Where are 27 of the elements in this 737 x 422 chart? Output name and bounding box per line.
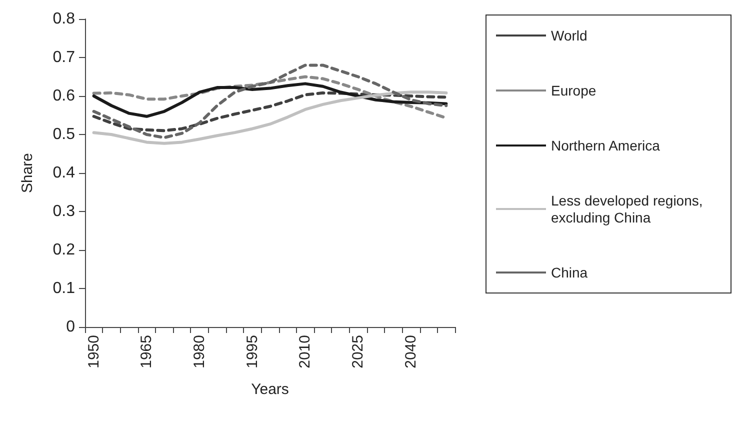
line-series — [92, 64, 448, 140]
y-tick-label: 0.4 — [52, 164, 76, 182]
line-series — [92, 82, 448, 118]
legend-label: World — [551, 28, 588, 44]
y-tick-label: 0.1 — [52, 280, 76, 297]
y-tick-label: 0 — [66, 318, 76, 336]
x-tick-label: 1995 — [244, 335, 261, 368]
x-tick-label: 1950 — [85, 335, 102, 368]
legend-label: China — [551, 264, 588, 280]
x-tick-label: 1965 — [138, 335, 156, 368]
y-tick-label: 0.8 — [52, 10, 76, 28]
legend-label: Northern America — [551, 138, 660, 154]
line-series — [92, 91, 448, 132]
line-series — [92, 90, 448, 145]
legend-label: Less developed regions, excluding China — [551, 192, 707, 226]
x-tick-label: 2025 — [350, 335, 367, 368]
y-axis-title: Share — [19, 152, 36, 194]
x-axis-title: Years — [251, 381, 289, 398]
x-tick-label: 2040 — [402, 335, 420, 368]
y-tick-label: 0.5 — [52, 126, 76, 143]
x-tick-label: 1980 — [191, 335, 208, 368]
y-tick-label: 0.7 — [52, 49, 76, 66]
x-tick-label: 2010 — [296, 335, 314, 368]
y-tick-label: 0.3 — [52, 203, 76, 220]
legend-label: Europe — [551, 82, 596, 98]
y-tick-label: 0.2 — [52, 242, 76, 258]
y-tick-label: 0.6 — [52, 88, 76, 104]
